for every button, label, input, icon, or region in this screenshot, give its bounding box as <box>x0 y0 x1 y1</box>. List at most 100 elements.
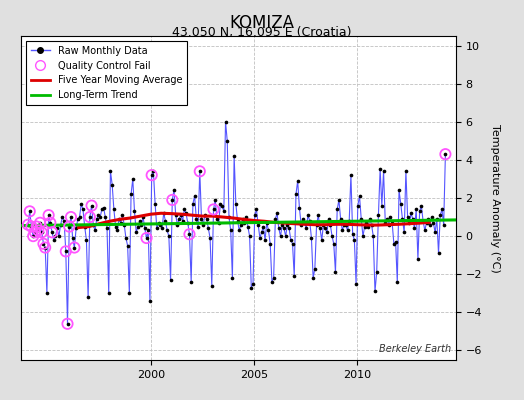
Point <box>299 216 307 222</box>
Point <box>244 223 252 230</box>
Point <box>369 233 377 239</box>
Point <box>374 212 383 218</box>
Point <box>276 233 285 239</box>
Point <box>134 223 142 230</box>
Point <box>326 222 334 228</box>
Point <box>104 290 113 296</box>
Point <box>226 227 235 234</box>
Point <box>116 220 125 226</box>
Point <box>364 223 373 230</box>
Point <box>292 191 300 197</box>
Point <box>428 214 436 220</box>
Point <box>383 216 391 222</box>
Point <box>31 229 39 236</box>
Point <box>190 193 199 199</box>
Point <box>45 212 53 218</box>
Point <box>261 237 269 243</box>
Point <box>388 220 396 226</box>
Point <box>24 222 32 228</box>
Point <box>31 229 39 236</box>
Point <box>254 222 263 228</box>
Point <box>45 212 53 218</box>
Point <box>214 220 223 226</box>
Point <box>199 222 208 228</box>
Point <box>130 208 139 214</box>
Point <box>209 206 217 213</box>
Point <box>287 237 295 243</box>
Point <box>347 172 355 178</box>
Point <box>201 212 209 218</box>
Point <box>331 269 340 276</box>
Point <box>194 223 202 230</box>
Point <box>323 229 331 236</box>
Point <box>149 168 158 174</box>
Point <box>192 216 201 222</box>
Point <box>393 279 401 285</box>
Point <box>46 220 54 226</box>
Point <box>48 229 56 236</box>
Point <box>195 168 204 174</box>
Point <box>359 233 367 239</box>
Point <box>94 212 103 218</box>
Point <box>342 222 350 228</box>
Point <box>58 214 67 220</box>
Point <box>69 235 77 241</box>
Point <box>295 204 303 211</box>
Point <box>300 220 309 226</box>
Point <box>85 214 94 220</box>
Point <box>39 240 48 247</box>
Point <box>233 218 242 224</box>
Point <box>293 178 302 184</box>
Point <box>316 225 324 232</box>
Point <box>206 235 214 241</box>
Point <box>110 206 118 213</box>
Point <box>281 233 290 239</box>
Point <box>402 168 410 174</box>
Point <box>362 220 370 226</box>
Point <box>211 197 220 203</box>
Point <box>177 212 185 218</box>
Point <box>32 223 41 230</box>
Point <box>390 240 398 247</box>
Point <box>168 197 177 203</box>
Point <box>115 216 123 222</box>
Point <box>348 231 357 238</box>
Point <box>223 138 232 144</box>
Point <box>140 225 149 232</box>
Point <box>73 216 82 222</box>
Point <box>297 222 305 228</box>
Point <box>288 240 297 247</box>
Point <box>385 222 393 228</box>
Point <box>350 237 358 243</box>
Point <box>41 244 49 251</box>
Point <box>257 229 266 236</box>
Point <box>185 231 194 238</box>
Point <box>403 214 412 220</box>
Point <box>122 235 130 241</box>
Point <box>62 248 70 254</box>
Point <box>53 225 61 232</box>
Point <box>183 220 192 226</box>
Point <box>250 212 259 218</box>
Point <box>139 214 147 220</box>
Point <box>414 256 422 262</box>
Point <box>232 200 240 207</box>
Point <box>29 233 37 239</box>
Point <box>118 212 127 218</box>
Point <box>100 204 108 211</box>
Point <box>335 197 343 203</box>
Point <box>407 210 415 216</box>
Legend: Raw Monthly Data, Quality Control Fail, Five Year Moving Average, Long-Term Tren: Raw Monthly Data, Quality Control Fail, … <box>26 41 187 105</box>
Point <box>84 294 92 300</box>
Point <box>386 214 395 220</box>
Point <box>36 220 44 226</box>
Point <box>77 200 85 207</box>
Point <box>204 225 213 232</box>
Point <box>113 227 122 234</box>
Point <box>352 280 361 287</box>
Point <box>312 222 321 228</box>
Point <box>275 225 283 232</box>
Point <box>65 223 73 230</box>
Point <box>91 227 99 234</box>
Point <box>391 239 400 245</box>
